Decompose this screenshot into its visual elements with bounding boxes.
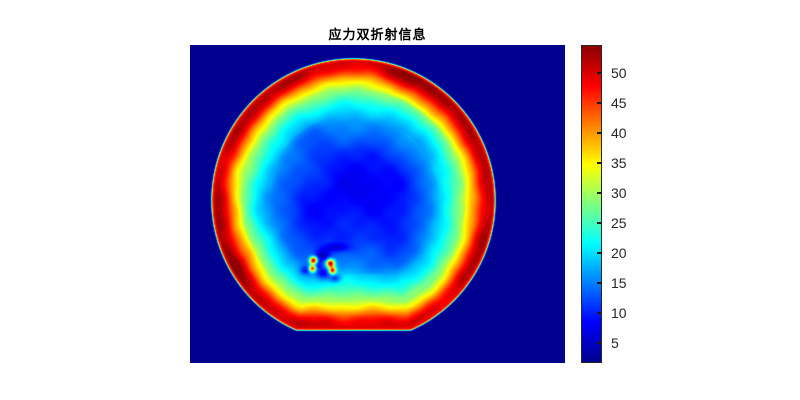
colorbar-tick-label: 5 (611, 335, 619, 352)
colorbar-tick-label: 40 (611, 125, 627, 142)
colorbar-tick-mark (597, 132, 601, 135)
colorbar-tick-mark (597, 192, 601, 195)
colorbar-tick-label: 15 (611, 275, 627, 292)
colorbar-tick-label: 10 (611, 305, 627, 322)
colorbar-tick-label: 20 (611, 245, 627, 262)
colorbar-tick-label: 45 (611, 95, 627, 112)
colorbar-gradient (582, 46, 601, 362)
colorbar-tick-mark (597, 282, 601, 285)
colorbar-tick-mark (597, 222, 601, 225)
colorbar-tick-mark (597, 342, 601, 345)
colorbar-tick-mark (597, 312, 601, 315)
colorbar-tick-mark (597, 102, 601, 105)
colorbar-tick-mark (597, 162, 601, 165)
colorbar-tick-label: 35 (611, 155, 627, 172)
chart-title: 应力双折射信息 (328, 27, 427, 42)
colorbar-tick-label: 30 (611, 185, 627, 202)
colorbar-tick-mark (597, 72, 601, 75)
colorbar-tick-mark (597, 252, 601, 255)
colorbar: 5 10 15 20 25 30 35 40 45 50 (581, 45, 651, 363)
colorbar-tick-label: 25 (611, 215, 627, 232)
colorbar-frame (581, 45, 602, 363)
colorbar-tick-label: 50 (611, 65, 627, 82)
heatmap-image (190, 45, 565, 363)
